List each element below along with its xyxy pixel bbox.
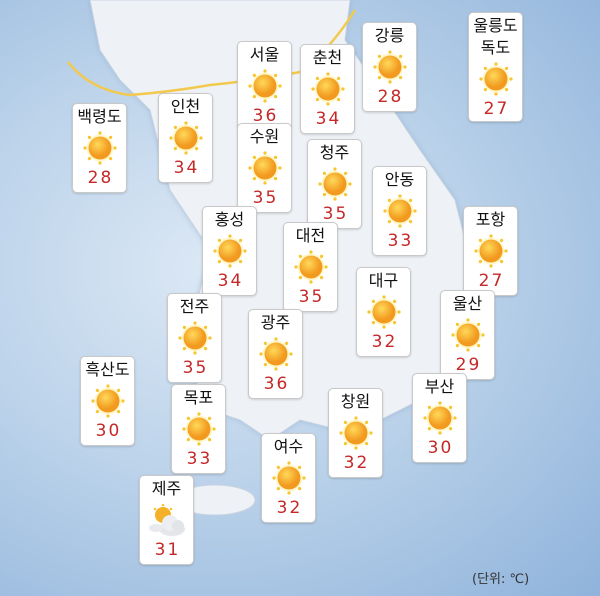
station-name: 독도	[480, 38, 511, 57]
temperature: 30	[95, 421, 122, 441]
station-card: 안동 33	[372, 166, 427, 256]
temperature: 30	[427, 438, 454, 458]
sun-icon	[181, 412, 216, 446]
sun-icon	[82, 131, 117, 165]
sun-icon	[317, 167, 352, 201]
station-name: 목포	[183, 388, 214, 407]
sun-icon	[271, 461, 306, 495]
sun-icon	[450, 318, 485, 352]
station-name: 백령도	[77, 107, 122, 126]
temperature: 32	[343, 453, 370, 473]
temperature: 29	[455, 355, 482, 375]
station-card: 광주 36	[248, 309, 303, 399]
temperature: 35	[252, 188, 279, 208]
temperature: 35	[182, 358, 209, 378]
station-name: 대전	[295, 226, 326, 245]
unit-label: (단위: ℃)	[472, 572, 530, 587]
station-card: 울산 29	[440, 290, 495, 380]
station-name: 울릉도	[473, 16, 518, 35]
sun-icon	[372, 50, 407, 84]
station-card: 흑산도 30	[80, 356, 135, 446]
station-name: 울산	[452, 294, 483, 313]
station-card: 서울 36	[237, 41, 292, 131]
station-name: 포항	[475, 210, 506, 229]
temperature: 36	[263, 374, 290, 394]
temperature: 32	[371, 332, 398, 352]
station-name: 인천	[170, 97, 201, 116]
temperature: 27	[478, 271, 505, 291]
sun-icon	[212, 234, 247, 268]
station-card: 부산 30	[412, 373, 467, 463]
station-card: 제주 31	[139, 475, 194, 565]
temperature: 35	[322, 204, 349, 224]
station-card: 인천 34	[158, 93, 213, 183]
sun-icon	[247, 151, 282, 185]
station-card: 강릉 28	[362, 22, 417, 112]
station-card: 전주 35	[167, 293, 222, 383]
sun-icon	[473, 234, 508, 268]
station-card: 춘천 34	[300, 44, 355, 134]
sun-icon	[293, 250, 328, 284]
sun-icon	[478, 62, 513, 96]
station-name: 전주	[179, 297, 210, 316]
sun-icon	[338, 416, 373, 450]
station-name: 제주	[151, 479, 182, 498]
sun-icon	[168, 121, 203, 155]
temperature: 27	[483, 99, 510, 119]
station-name: 대구	[368, 271, 399, 290]
station-name: 광주	[260, 313, 291, 332]
station-card: 청주 35	[307, 139, 362, 229]
station-name: 수원	[249, 127, 280, 146]
temperature: 34	[217, 271, 244, 291]
temperature: 34	[315, 109, 342, 129]
station-card: 대전 35	[283, 222, 338, 312]
sun-icon	[247, 69, 282, 103]
station-name: 청주	[319, 143, 350, 162]
station-card: 백령도 28	[72, 103, 127, 193]
station-name: 창원	[340, 392, 371, 411]
temperature: 35	[298, 287, 325, 307]
station-card: 목포 33	[171, 384, 226, 474]
station-card: 창원 32	[328, 388, 383, 478]
partly-cloudy-icon	[148, 503, 185, 536]
station-name: 서울	[249, 45, 280, 64]
temperature: 36	[252, 106, 279, 126]
temperature: 33	[387, 231, 414, 251]
station-card: 포항 27	[463, 206, 518, 296]
station-name: 춘천	[312, 48, 343, 67]
station-name: 흑산도	[85, 360, 130, 379]
station-name: 강릉	[374, 26, 405, 45]
station-name: 홍성	[214, 210, 245, 229]
sun-icon	[422, 401, 457, 435]
station-card: 여수 32	[261, 433, 316, 523]
station-name: 여수	[273, 437, 304, 456]
temperature: 32	[276, 498, 303, 518]
temperature: 34	[173, 158, 200, 178]
sun-icon	[382, 194, 417, 228]
sun-icon	[258, 337, 293, 371]
sun-icon	[310, 72, 345, 106]
sun-icon	[366, 295, 401, 329]
station-card: 홍성 34	[202, 206, 257, 296]
temperature: 28	[87, 168, 114, 188]
station-name: 부산	[424, 377, 455, 396]
sun-icon	[90, 384, 125, 418]
temperature: 31	[154, 540, 181, 560]
station-card: 대구 32	[356, 267, 411, 357]
temperature: 28	[377, 87, 404, 107]
sun-icon	[177, 321, 212, 355]
station-name: 안동	[384, 170, 415, 189]
temperature: 33	[186, 449, 213, 469]
station-card: 수원 35	[237, 123, 292, 213]
